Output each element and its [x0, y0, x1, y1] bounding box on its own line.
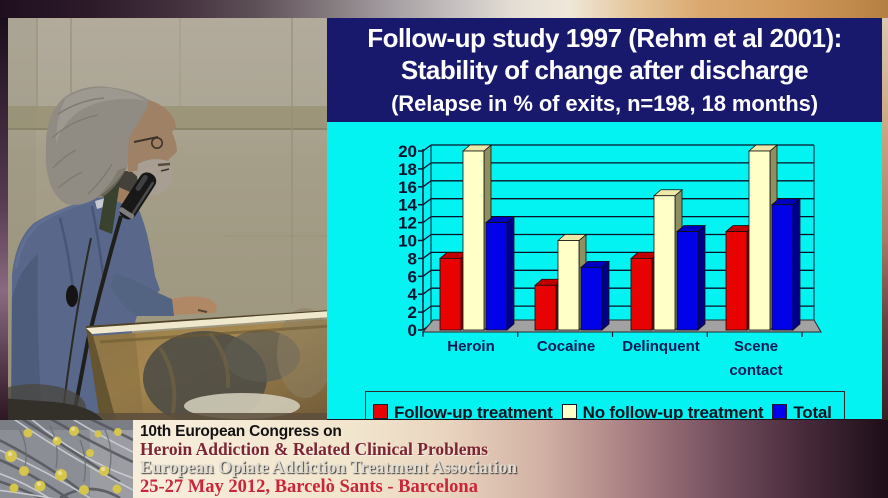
svg-text:contact: contact [729, 362, 782, 379]
svg-text:2: 2 [408, 303, 417, 322]
svg-text:14: 14 [398, 196, 417, 215]
svg-text:12: 12 [398, 214, 417, 233]
svg-text:Scene: Scene [734, 338, 778, 355]
svg-text:Cocaine: Cocaine [537, 338, 595, 355]
svg-text:10: 10 [398, 232, 417, 251]
svg-text:Heroin: Heroin [447, 338, 495, 355]
svg-text:6: 6 [408, 267, 417, 286]
svg-text:18: 18 [398, 160, 417, 179]
svg-text:0: 0 [408, 321, 417, 340]
svg-text:8: 8 [408, 249, 417, 268]
svg-text:4: 4 [408, 285, 418, 304]
svg-text:16: 16 [398, 178, 417, 197]
svg-text:Delinquent: Delinquent [622, 338, 700, 355]
svg-text:20: 20 [398, 142, 417, 161]
